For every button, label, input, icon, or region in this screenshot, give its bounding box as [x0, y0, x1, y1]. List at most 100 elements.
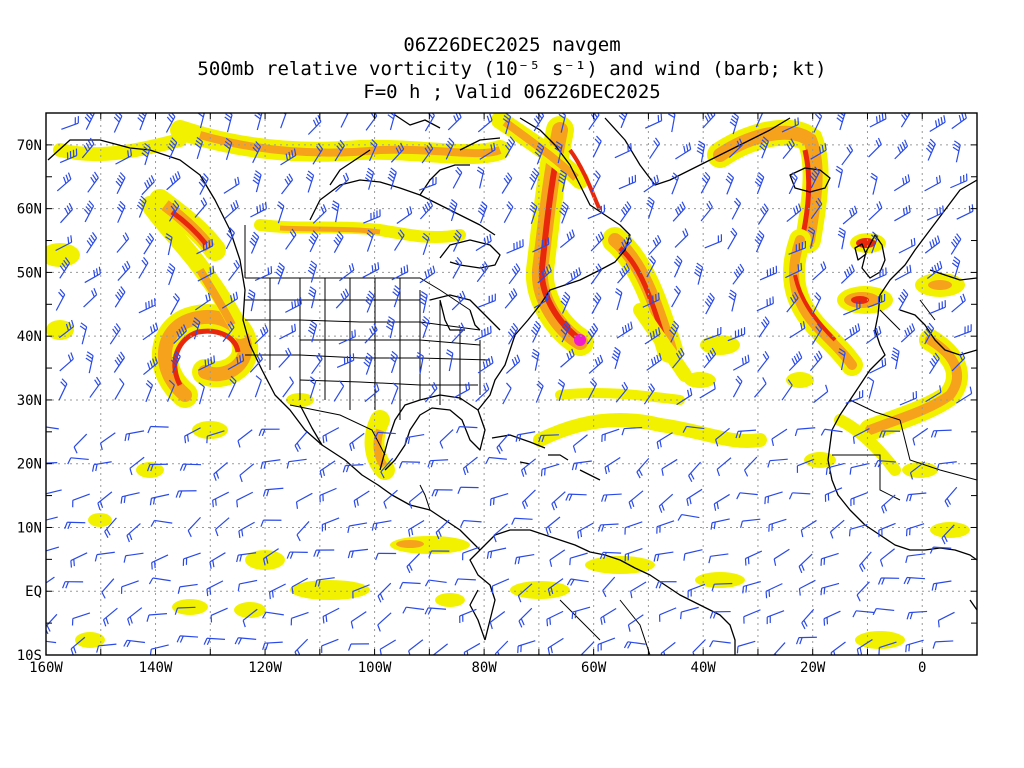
lon-label: 100W [358, 660, 392, 676]
wind-barb [91, 461, 112, 472]
wind-barb [224, 113, 233, 133]
political-borders [244, 225, 977, 655]
wind-barb [221, 291, 239, 309]
wind-barb [308, 230, 319, 253]
wind-barb [740, 518, 761, 529]
wind-barb [736, 640, 756, 654]
wind-barb [838, 348, 846, 371]
wind-barb [89, 376, 101, 398]
wind-barb [364, 167, 375, 190]
wind-barb [643, 383, 656, 405]
wind-barb [771, 428, 788, 446]
wind-barb [518, 607, 533, 628]
wind-barb [618, 113, 628, 129]
wind-barb [559, 229, 575, 249]
wind-barb [260, 519, 282, 527]
wind-barb [813, 384, 829, 404]
wind-barb [148, 577, 171, 585]
wind-barb [615, 381, 629, 403]
wind-barb [73, 433, 88, 454]
wind-barb [912, 427, 929, 446]
wind-barb [170, 293, 180, 315]
wind-barb [177, 583, 198, 594]
wind-barb [305, 170, 315, 193]
wind-barb [129, 456, 145, 476]
wind-barb [353, 490, 370, 508]
wind-barb [506, 239, 524, 254]
wind-barb [565, 267, 582, 285]
wind-barb [418, 290, 428, 314]
lat-label: 40N [17, 329, 42, 345]
wind-barb [620, 201, 632, 223]
wind-barb [538, 434, 559, 443]
wind-barb [214, 517, 230, 537]
wind-barb [114, 378, 125, 400]
wind-barb [375, 552, 397, 561]
wind-barb [906, 610, 928, 620]
wind-barb [905, 553, 926, 563]
wind-barb [782, 138, 795, 160]
wind-barb [560, 348, 575, 368]
wind-barb [835, 165, 843, 188]
wind-barb [796, 458, 815, 473]
wind-barb [674, 228, 689, 248]
wind-barb [900, 323, 916, 343]
wind-barb [571, 460, 592, 471]
wind-barb [757, 351, 770, 372]
wind-barb [145, 379, 154, 403]
wind-barb [331, 200, 340, 223]
wind-barb [62, 581, 84, 589]
lon-label: 60W [581, 660, 607, 676]
wind-barb [46, 576, 55, 584]
wind-barb [79, 322, 88, 345]
wind-barb [869, 358, 887, 374]
wind-barb [385, 316, 395, 339]
wind-barb [559, 201, 569, 224]
wind-barb [85, 351, 94, 374]
wind-barb [56, 172, 72, 192]
wind-barb [672, 201, 686, 222]
wind-barb [810, 197, 823, 220]
wind-barb [247, 289, 256, 312]
wind-barb [493, 523, 508, 543]
wind-barb [322, 607, 340, 624]
lat-label: 10N [17, 520, 42, 536]
wind-barb [198, 355, 216, 371]
wind-barb [137, 113, 147, 131]
wind-barb [628, 490, 644, 510]
wind-barb [909, 461, 926, 480]
wind-barb [848, 523, 868, 537]
wind-barb [419, 199, 434, 220]
map-title-line-3: F=0 h ; Valid 06Z26DEC2025 [363, 81, 661, 103]
wind-barb [335, 288, 350, 309]
wind-barb [517, 640, 536, 654]
wind-barb [478, 293, 496, 308]
wind-barb [142, 322, 159, 341]
wind-barb [549, 549, 566, 567]
wind-barb [307, 320, 318, 343]
wind-barb [234, 637, 257, 645]
wind-barb [743, 456, 758, 477]
wind-barb [768, 518, 787, 532]
wind-barb [951, 293, 966, 313]
wind-barb [591, 292, 602, 314]
wind-barb [342, 464, 364, 473]
wind-barb [427, 459, 449, 468]
wind-barb [820, 582, 840, 596]
wind-barb [932, 640, 954, 649]
wind-barb [547, 637, 564, 655]
wind-barb [123, 639, 146, 648]
wind-barb [294, 431, 308, 452]
wind-barb [867, 376, 875, 399]
wind-barb [454, 578, 476, 586]
wind-barb [702, 113, 716, 129]
wind-barb [931, 580, 952, 591]
wind-barb [785, 262, 803, 279]
wind-barb [879, 430, 901, 438]
wind-barb [349, 432, 365, 451]
wind-barb [645, 113, 663, 129]
wind-barb [496, 433, 510, 454]
wind-barb [950, 173, 968, 189]
wind-barb [350, 611, 367, 629]
